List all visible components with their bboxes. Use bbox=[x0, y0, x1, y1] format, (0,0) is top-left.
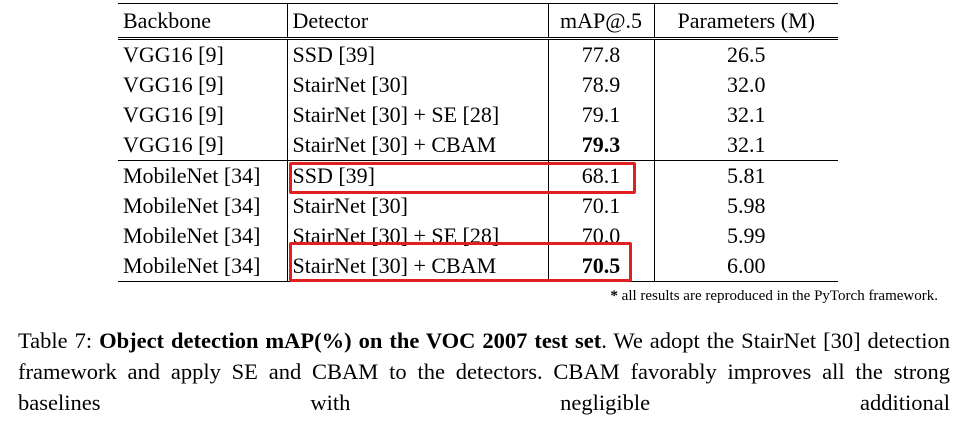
table-cell: 5.81 bbox=[653, 160, 838, 191]
header-cell: Detector bbox=[286, 3, 548, 40]
table-cell: 78.9 bbox=[547, 70, 654, 100]
footnote-marker: * bbox=[610, 288, 618, 304]
header-cell: Backbone bbox=[118, 3, 287, 40]
table-body: VGG16 [9] SSD [39] 77.8 26.5 VGG16 [9] StairN… bbox=[118, 38, 838, 282]
header-cell: mAP@.5 bbox=[547, 3, 654, 40]
table-cell: MobileNet [34] bbox=[118, 251, 287, 282]
table-cell: MobileNet [34] bbox=[123, 223, 261, 248]
table-cell: SSD [39] bbox=[286, 160, 548, 191]
table-cell: 70.0 bbox=[547, 221, 654, 251]
caption-label: Table 7: bbox=[18, 328, 93, 353]
table-row: VGG16 [9] StairNet [30] + SE [28] 79.1 32.1 bbox=[118, 100, 838, 130]
table-cell: StairNet [30] bbox=[286, 70, 548, 100]
table-cell: 32.1 bbox=[653, 100, 838, 130]
table-row: VGG16 [9] StairNet [30] 78.9 32.0 bbox=[118, 70, 838, 100]
table-row: VGG16 [9] SSD [39] 77.8 26.5 bbox=[118, 38, 838, 70]
header-row: Backbone Detector mAP@.5 Parameters (M) bbox=[118, 3, 838, 40]
table-cell: VGG16 [9] bbox=[123, 102, 224, 127]
highlight-box bbox=[289, 242, 632, 282]
table-cell: 5.99 bbox=[653, 221, 838, 251]
table-cell: 6.00 bbox=[653, 251, 838, 282]
caption: Table 7: Object detection mAP(%) on the … bbox=[18, 325, 950, 418]
table-cell: 79.1 bbox=[547, 100, 654, 130]
table-row: VGG16 [9] StairNet [30] + CBAM 79.3 32.1 bbox=[118, 130, 838, 161]
table-cell: VGG16 [9] bbox=[123, 42, 224, 67]
table-cell: VGG16 [9] bbox=[123, 72, 224, 97]
table-cell: 32.1 bbox=[653, 130, 838, 161]
table-cell: 77.8 bbox=[547, 38, 654, 70]
caption-text: . We adopt the StairNet [30] detection f… bbox=[18, 328, 951, 415]
header-cell: Parameters (M) bbox=[653, 3, 838, 40]
table-cell: 70.1 bbox=[547, 191, 654, 221]
table-row: MobileNet [34] SSD [39] 68.1 5.81 bbox=[118, 160, 838, 191]
highlight-box bbox=[289, 162, 636, 194]
table-cell: 79.3 bbox=[547, 130, 654, 161]
table-row: MobileNet [34] StairNet [30] 70.1 5.98 bbox=[118, 191, 838, 221]
table-cell: 32.0 bbox=[653, 70, 838, 100]
table-cell: 70.5 bbox=[547, 251, 654, 282]
footnote: * all results are reproduced in the PyTo… bbox=[610, 288, 938, 305]
table-cell: StairNet [30] + CBAM bbox=[286, 130, 548, 161]
table-cell: VGG16 [9] bbox=[123, 132, 224, 157]
table-cell: 5.98 bbox=[653, 191, 838, 221]
table-cell: 26.5 bbox=[653, 38, 838, 70]
results-table: Backbone Detector mAP@.5 Parameters (M) … bbox=[118, 3, 838, 282]
table-cell: MobileNet [34] bbox=[123, 193, 261, 218]
footnote-text: all results are reproduced in the PyTorc… bbox=[621, 288, 938, 304]
table-cell: StairNet [30] bbox=[286, 191, 548, 221]
table-cell: StairNet [30] + SE [28] bbox=[286, 100, 548, 130]
table-cell: 68.1 bbox=[547, 160, 654, 191]
table-cell: MobileNet [34] bbox=[118, 160, 287, 191]
table-cell: SSD [39] bbox=[286, 38, 548, 70]
caption-bold: Object detection mAP(%) on the VOC 2007 … bbox=[99, 328, 602, 353]
table-row: MobileNet [34] StairNet [30] + CBAM 70.5 6.… bbox=[118, 251, 838, 282]
table-cell: StairNet [30] + CBAM bbox=[286, 251, 548, 282]
